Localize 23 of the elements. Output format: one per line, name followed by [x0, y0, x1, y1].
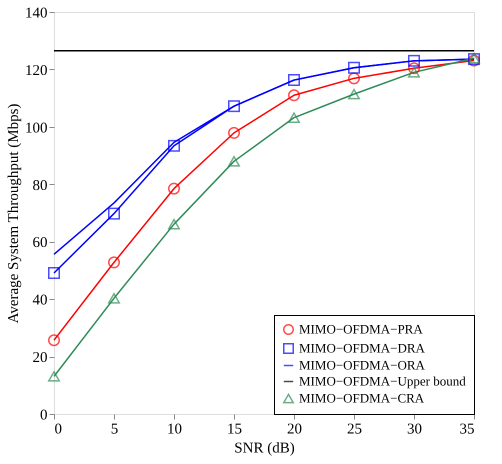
legend-label: MIMO−OFDMA−PRA [299, 322, 424, 336]
x-tick-label: 30 [407, 422, 422, 438]
legend-label: MIMO−OFDMA−DRA [299, 340, 426, 356]
legend-label: MIMO−OFDMA−ORA [299, 358, 426, 372]
y-tick-label: 0 [40, 408, 48, 424]
y-tick-label: 20 [32, 350, 48, 366]
y-tick-label: 120 [25, 62, 48, 79]
x-tick-label: 20 [287, 422, 302, 438]
x-tick-label: 5 [110, 422, 118, 438]
y-tick-label: 140 [25, 6, 48, 22]
x-axis-title: SNR (dB) [234, 440, 295, 456]
x-tick-label: 35 [460, 422, 474, 438]
x-tick-label: 25 [347, 422, 362, 438]
y-tick-label: 80 [32, 178, 48, 194]
legend-label: MIMO−OFDMA−CRA [299, 390, 425, 406]
x-tick-label: 15 [227, 422, 242, 438]
x-tick-label: 10 [167, 422, 182, 438]
legend-label: MIMO−OFDMA−Upper bound [299, 374, 466, 388]
y-tick-label: 40 [32, 292, 48, 309]
y-tick-label: 100 [25, 120, 48, 136]
x-tick-label: 0 [54, 422, 62, 438]
y-axis-title: Average System Throughput (Mbps) [6, 104, 22, 324]
y-tick-label: 60 [32, 235, 48, 252]
